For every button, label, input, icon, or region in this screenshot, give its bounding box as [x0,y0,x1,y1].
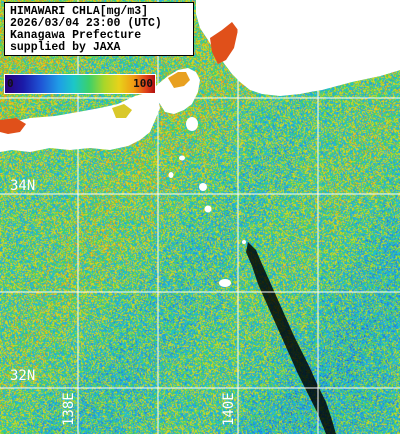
island-toshima [179,155,185,161]
land-izu-peninsula [0,92,160,152]
island-oshima [186,117,198,131]
title-credit: supplied by JAXA [10,41,121,54]
land-east-coast [238,16,400,94]
title-product: HIMAWARI CHLA[mg/m3] [10,5,149,18]
lon-label-140e: 140E [221,392,237,426]
colorbar-legend: 0 100 [4,74,156,94]
coastal-bloom [0,22,238,134]
no-data-band [246,242,336,434]
island-niijima [168,172,174,178]
island-kozushima [199,183,207,191]
title-org: Kanagawa Prefecture [10,29,142,42]
island-miyake [204,205,212,213]
izu-islands [168,117,246,287]
colorbar-max-label: 100 [133,77,153,90]
colorbar-min-label: 0 [7,77,14,90]
lat-label-32n: 32N [10,368,36,384]
island-hachijo [219,279,231,287]
lon-label-138e: 138E [61,392,77,426]
lat-label-34n: 34N [10,178,36,194]
land-areas [0,0,400,152]
title-datetime: 2026/03/04 23:00 (UTC) [10,17,162,30]
title-box: HIMAWARI CHLA[mg/m3] 2026/03/04 23:00 (U… [4,2,194,56]
island-mikura [242,240,246,244]
